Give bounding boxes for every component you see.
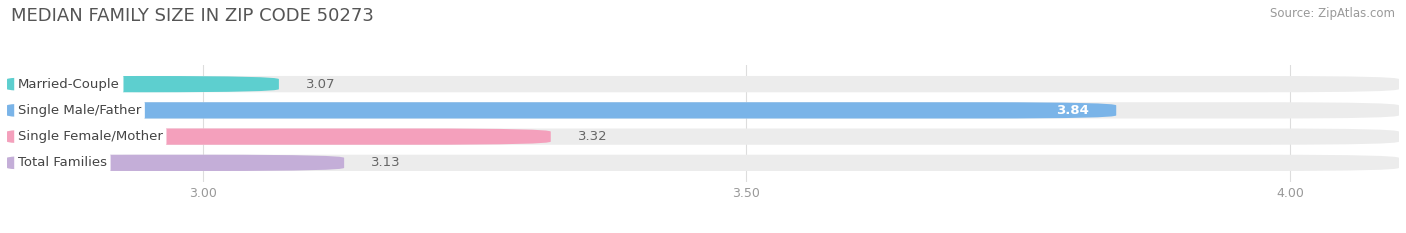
FancyBboxPatch shape bbox=[7, 102, 1116, 119]
FancyBboxPatch shape bbox=[7, 76, 278, 92]
Text: 3.32: 3.32 bbox=[578, 130, 607, 143]
Text: 3.13: 3.13 bbox=[371, 156, 401, 169]
Text: 3.84: 3.84 bbox=[1056, 104, 1090, 117]
Text: 3.07: 3.07 bbox=[307, 78, 336, 91]
FancyBboxPatch shape bbox=[7, 128, 551, 145]
Text: Married-Couple: Married-Couple bbox=[18, 78, 120, 91]
FancyBboxPatch shape bbox=[7, 102, 1399, 119]
FancyBboxPatch shape bbox=[7, 155, 1399, 171]
Text: Single Male/Father: Single Male/Father bbox=[18, 104, 141, 117]
Text: Source: ZipAtlas.com: Source: ZipAtlas.com bbox=[1270, 7, 1395, 20]
FancyBboxPatch shape bbox=[7, 76, 1399, 92]
Text: MEDIAN FAMILY SIZE IN ZIP CODE 50273: MEDIAN FAMILY SIZE IN ZIP CODE 50273 bbox=[11, 7, 374, 25]
FancyBboxPatch shape bbox=[7, 128, 1399, 145]
Text: Total Families: Total Families bbox=[18, 156, 107, 169]
FancyBboxPatch shape bbox=[7, 155, 344, 171]
Text: Single Female/Mother: Single Female/Mother bbox=[18, 130, 163, 143]
